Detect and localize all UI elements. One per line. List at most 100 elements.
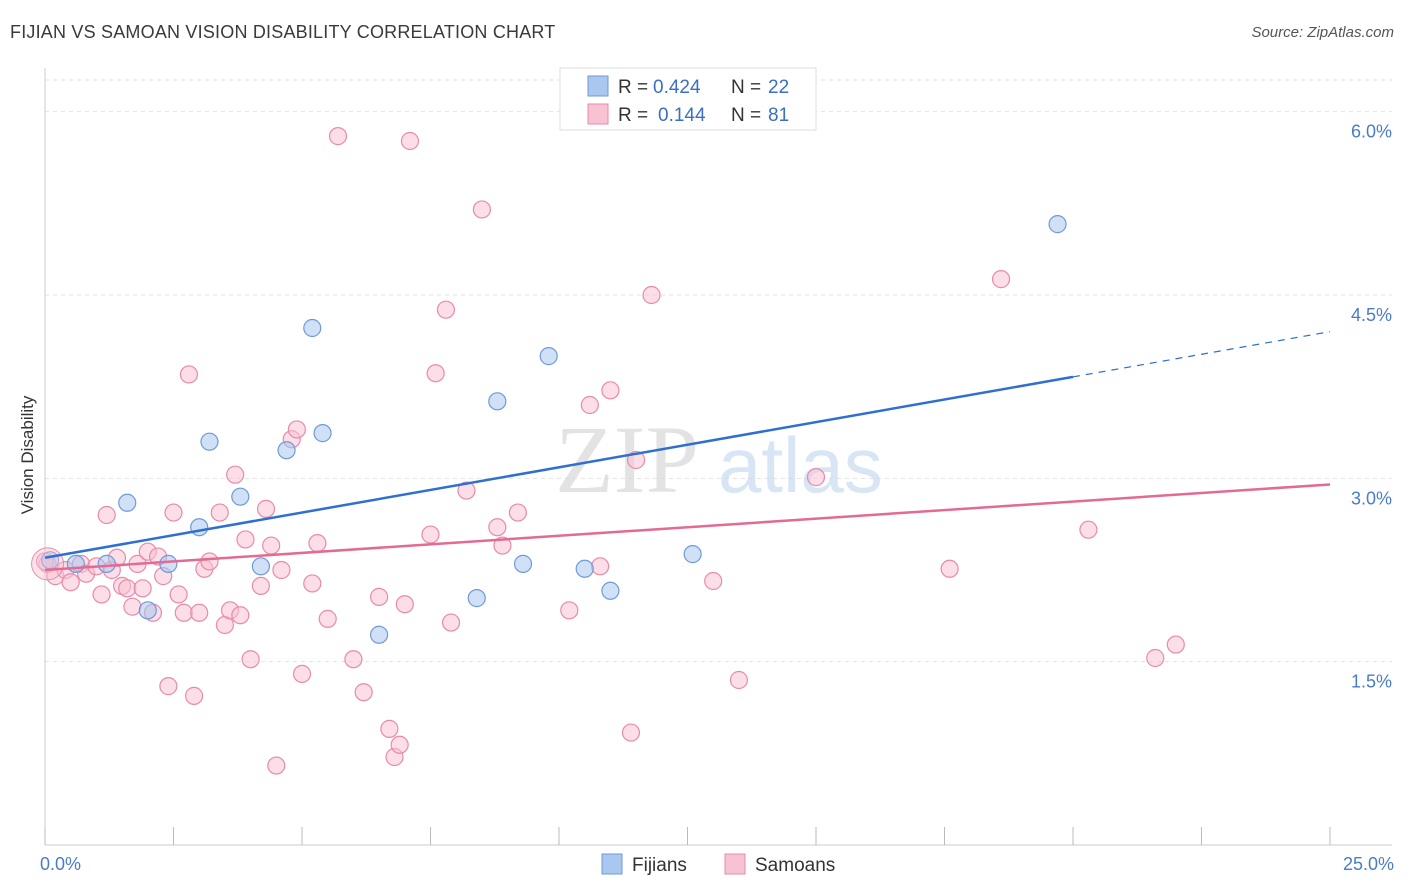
samoans-point-67 — [591, 557, 610, 576]
samoans-point-64 — [508, 503, 527, 522]
samoans-point-28 — [200, 552, 219, 571]
trend-lines — [44, 331, 1331, 572]
samoans-point-3 — [61, 573, 80, 592]
samoans-point-37 — [256, 499, 276, 518]
samoans-point-29 — [210, 503, 229, 522]
samoans-point-48 — [344, 650, 363, 669]
fijians-point-5 — [190, 518, 209, 537]
y-tick-label-0: 1.5% — [1351, 672, 1392, 692]
legend-r-label-1: R = — [618, 77, 648, 98]
legend-r-value-1: 0.424 — [653, 77, 701, 98]
samoans-point-43 — [292, 664, 312, 683]
x-tick-label-0: 0.0% — [40, 854, 81, 874]
samoans-point-75 — [940, 559, 959, 578]
series-legend-label-samoans: Samoans — [755, 855, 835, 876]
samoans-point-20 — [159, 677, 178, 696]
legend-n-label-1: N = — [731, 77, 761, 98]
samoans-point-51 — [380, 719, 399, 738]
series-legend-label-fijians: Fijians — [632, 855, 687, 876]
samoans-point-77 — [1079, 520, 1098, 539]
samoans-point-49 — [354, 683, 373, 702]
watermark-zip: ZIP — [555, 406, 699, 513]
fijians-point-1 — [97, 554, 116, 573]
fijians-point-9 — [277, 441, 296, 460]
samoans-point-78 — [1146, 648, 1165, 668]
data-points — [31, 127, 1185, 775]
legend-n-value-1: 22 — [768, 77, 789, 98]
samoans-point-46 — [318, 609, 337, 628]
fijians-point-11 — [313, 424, 332, 443]
legend-swatch-samoans — [587, 103, 609, 125]
x-tick-labels: 0.0% 25.0% — [40, 854, 1394, 874]
y-tick-label-2: 4.5% — [1351, 305, 1392, 325]
samoans-trend-line — [44, 483, 1331, 572]
samoans-point-58 — [436, 300, 456, 319]
y-tick-label-3: 6.0% — [1351, 122, 1392, 142]
samoans-point-35 — [241, 650, 260, 669]
fijians-point-10 — [303, 318, 322, 338]
fijians-point-17 — [575, 559, 594, 578]
samoans-point-76 — [991, 270, 1011, 289]
samoans-point-15 — [133, 579, 152, 598]
legend-r-label-2: R = — [618, 105, 648, 126]
fijians-point-2 — [118, 493, 137, 512]
samoans-point-54 — [395, 595, 414, 614]
y-axis-title: Vision Disability — [18, 395, 37, 514]
samoans-point-79 — [1166, 635, 1185, 654]
series-legend-swatch-fijians — [601, 853, 623, 875]
samoans-point-23 — [174, 603, 193, 622]
fijians-point-13 — [467, 589, 486, 608]
samoans-point-53 — [390, 735, 409, 754]
fijians-point-7 — [231, 487, 250, 506]
samoans-point-36 — [251, 576, 270, 595]
fijians-point-19 — [683, 545, 702, 564]
legend-r-value-2: 0.144 — [658, 105, 706, 126]
samoans-point-22 — [169, 585, 188, 604]
samoans-point-cluster — [31, 547, 65, 581]
samoans-point-39 — [267, 756, 286, 775]
fijians-point-14 — [488, 392, 507, 411]
samoans-point-34 — [236, 530, 255, 549]
samoans-point-38 — [262, 536, 281, 555]
series-legend-swatch-samoans — [724, 853, 746, 875]
legend-swatch-fijians — [587, 75, 609, 97]
legend-n-label-2: N = — [731, 105, 761, 126]
samoans-point-60 — [457, 481, 476, 500]
legend-n-value-2: 81 — [768, 105, 789, 126]
y-tick-labels: 1.5% 3.0% 4.5% 6.0% — [1351, 122, 1392, 692]
samoans-point-72 — [704, 571, 723, 591]
samoans-point-50 — [370, 587, 389, 606]
fijians-point-16 — [539, 347, 558, 366]
samoans-point-12 — [118, 579, 137, 598]
samoans-point-8 — [97, 505, 116, 525]
samoans-point-24 — [179, 365, 199, 384]
fijians-point-3 — [159, 554, 178, 573]
samoans-point-47 — [328, 127, 348, 146]
samoans-point-21 — [164, 503, 183, 522]
chart-title: FIJIAN VS SAMOAN VISION DISABILITY CORRE… — [10, 22, 556, 42]
fijians-point-15 — [513, 554, 533, 573]
samoans-point-63 — [493, 536, 512, 555]
series-legend: Fijians Samoans — [601, 853, 835, 876]
fijians-point-12 — [370, 625, 389, 644]
samoans-point-13 — [123, 597, 142, 616]
samoans-point-33 — [231, 606, 250, 625]
samoans-point-7 — [92, 585, 111, 604]
axes — [44, 68, 1392, 846]
samoans-point-45 — [308, 534, 327, 553]
fijians-point-8 — [251, 557, 270, 576]
samoans-point-26 — [190, 603, 209, 622]
fijians-trend-line — [44, 375, 1074, 560]
samoans-point-68 — [601, 381, 620, 400]
fijians-point-20 — [1048, 215, 1067, 234]
samoans-point-73 — [729, 670, 749, 690]
samoans-point-56 — [421, 525, 440, 544]
samoans-point-59 — [441, 613, 461, 632]
samoans-point-66 — [580, 395, 599, 415]
fijians-point-18 — [601, 581, 620, 600]
samoans-point-57 — [426, 364, 445, 383]
fijians-point-21 — [66, 554, 85, 573]
samoans-point-62 — [488, 518, 507, 537]
samoans-point-32 — [226, 465, 245, 484]
